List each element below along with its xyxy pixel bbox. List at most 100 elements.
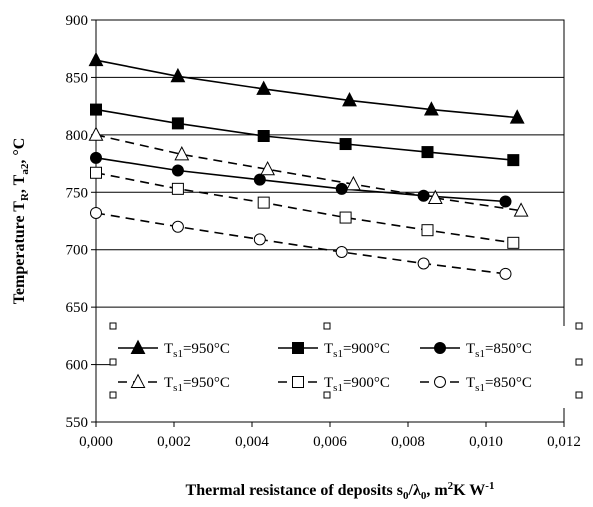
y-tick-label: 550 <box>66 415 89 431</box>
legend-item: Ts1=900°C <box>278 341 390 360</box>
series-6 <box>90 206 512 280</box>
x-tick-label: 0,010 <box>469 434 503 450</box>
series-5 <box>90 166 520 249</box>
legend-label: Ts1=900°C <box>324 375 390 394</box>
triangle-marker <box>345 175 361 191</box>
circle-marker <box>171 220 184 233</box>
square-marker <box>421 224 434 237</box>
triangle-marker <box>170 67 186 83</box>
legend-label-rest: =850°C <box>485 341 532 357</box>
triangle-marker <box>130 339 146 354</box>
legend-label: Ts1=950°C <box>164 375 230 394</box>
x-tick-label: 0,004 <box>235 434 269 450</box>
triangle-marker <box>174 146 190 161</box>
legend-label-main: T <box>466 375 475 391</box>
square-marker <box>421 146 434 159</box>
legend-label: Ts1=850°C <box>466 341 532 360</box>
triangle-marker <box>342 92 357 107</box>
legend-handle <box>575 358 583 366</box>
y-axis-ticks: 550 600 650 700 750 800 850 900 <box>66 13 96 431</box>
circle-marker <box>253 173 266 186</box>
legend-handle <box>109 322 117 330</box>
legend-handle <box>575 391 583 399</box>
x-title-s-sub: 0 <box>403 490 409 502</box>
gridlines <box>96 76 564 366</box>
circle-marker <box>499 267 512 280</box>
legend-item: Ts1=850°C <box>420 341 532 360</box>
legend-label-sub: s1 <box>475 382 485 394</box>
legend-handle <box>109 391 117 399</box>
legend-label-main: T <box>164 341 173 357</box>
x-title-l-sub: 0 <box>421 490 427 502</box>
legend-handle <box>323 391 331 399</box>
legend-box <box>112 326 574 408</box>
legend-label-sub: s1 <box>173 348 183 360</box>
series-line <box>95 212 506 275</box>
circle-marker <box>434 376 446 388</box>
legend-label-main: T <box>324 341 333 357</box>
square-marker <box>171 117 184 130</box>
legend-label-sub: s1 <box>333 382 343 394</box>
series-line <box>95 108 514 161</box>
legend-label: Ts1=900°C <box>324 341 390 360</box>
circle-marker <box>417 257 430 270</box>
legend-handle <box>323 322 331 330</box>
square-marker <box>507 236 520 249</box>
legend-handle <box>109 358 117 366</box>
series-2 <box>90 103 520 167</box>
triangle-marker <box>509 109 525 124</box>
x-tick-label: 0,000 <box>79 434 113 450</box>
y-tick-label: 650 <box>66 300 89 316</box>
legend-item: Ts1=950°C <box>118 373 230 394</box>
legend-item: Ts1=950°C <box>118 339 230 360</box>
x-title-sup1: 2 <box>448 480 454 492</box>
square-marker <box>257 130 270 143</box>
series-line <box>95 59 518 119</box>
y-title-unit: , °C <box>11 138 28 164</box>
legend-label: Ts1=850°C <box>466 375 532 394</box>
legend-item: Ts1=850°C <box>420 375 532 394</box>
square-marker <box>171 182 184 195</box>
x-title-unit1: , m <box>426 482 448 499</box>
square-marker <box>90 166 102 179</box>
triangle-marker <box>423 101 439 116</box>
series-4 <box>88 126 529 217</box>
legend-label: Ts1=950°C <box>164 341 230 360</box>
y-tick-label: 850 <box>66 70 89 86</box>
legend-label-sub: s1 <box>475 348 485 360</box>
triangle-marker <box>427 189 443 204</box>
circle-marker <box>90 206 102 219</box>
legend-label-rest: =950°C <box>183 375 230 391</box>
y-tick-label: 700 <box>66 243 89 259</box>
square-marker <box>339 211 352 224</box>
y-tick-label: 800 <box>66 128 89 144</box>
y-title-sep: , T <box>11 174 28 193</box>
series-3 <box>90 151 512 208</box>
legend-label-rest: =950°C <box>183 341 230 357</box>
legend-handle <box>575 322 583 330</box>
square-marker <box>292 376 304 388</box>
square-marker <box>90 103 102 116</box>
circle-marker <box>335 182 348 195</box>
y-title-main: Temperature T <box>11 201 28 305</box>
y-tick-label: 750 <box>66 185 89 201</box>
square-marker <box>292 342 304 354</box>
series-1 <box>88 51 525 124</box>
circle-marker <box>434 342 446 354</box>
legend-label-rest: =900°C <box>343 375 390 391</box>
legend-label-sub: s1 <box>173 382 183 394</box>
x-title-main: Thermal resistance of deposits s <box>186 482 403 499</box>
y-title-sub2: a2 <box>19 163 31 175</box>
legend-label-sub: s1 <box>333 348 343 360</box>
x-tick-label: 0,006 <box>313 434 347 450</box>
x-tick-label: 0,012 <box>547 434 581 450</box>
circle-marker <box>335 246 348 259</box>
series-line <box>95 172 514 244</box>
circle-marker <box>90 151 102 164</box>
legend-item: Ts1=900°C <box>278 375 390 394</box>
x-title-sup2: -1 <box>485 480 494 492</box>
square-marker <box>507 154 520 167</box>
square-marker <box>257 196 270 209</box>
series-line <box>95 157 506 203</box>
